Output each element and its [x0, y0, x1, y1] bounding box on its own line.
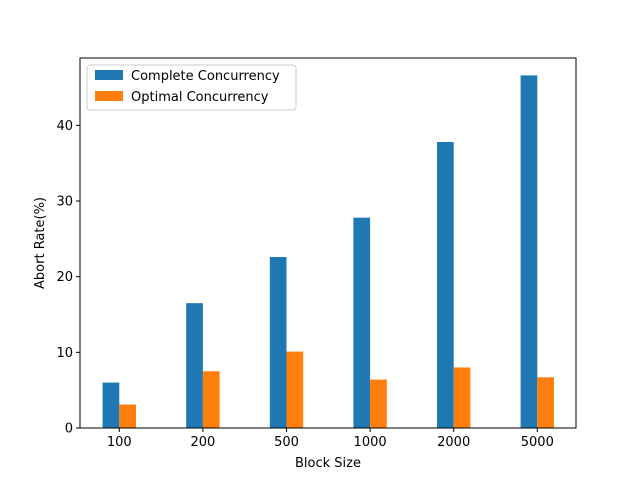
bar-complete-1000 [353, 217, 371, 428]
legend-swatch-optimal [95, 91, 123, 101]
bar-complete-5000 [520, 75, 538, 429]
bar-complete-2000 [437, 141, 454, 429]
bar-optimal-1000 [370, 379, 387, 428]
y-tick-label: 0 [65, 422, 73, 437]
legend-swatch-complete [95, 70, 123, 80]
bar-optimal-2000 [453, 367, 471, 428]
x-tick-label: 1000 [354, 435, 387, 450]
x-tick-label: 200 [190, 435, 215, 450]
x-tick-label: 500 [274, 435, 299, 450]
x-axis-label: Block Size [295, 456, 361, 471]
bar-optimal-5000 [537, 377, 554, 428]
bar-complete-100 [102, 382, 120, 428]
legend: Complete Concurrency Optimal Concurrency [86, 64, 297, 111]
y-tick-label: 20 [56, 270, 73, 285]
legend-box [86, 64, 297, 111]
legend-label-complete: Complete Concurrency [131, 69, 280, 84]
bar-complete-200 [186, 303, 203, 428]
bar-complete-500 [269, 257, 287, 428]
bar-optimal-500 [286, 351, 304, 428]
y-tick-label: 10 [56, 346, 73, 361]
x-ticks: 100 200 500 1000 2000 5000 [107, 428, 554, 450]
x-tick-label: 5000 [521, 435, 554, 450]
y-ticks: 0 10 20 30 40 [56, 119, 80, 437]
y-tick-label: 40 [56, 119, 73, 134]
bars-group [102, 75, 554, 429]
bar-optimal-200 [202, 371, 220, 428]
bar-optimal-100 [119, 404, 136, 428]
y-axis-label: Abort Rate(%) [33, 197, 48, 289]
x-tick-label: 2000 [437, 435, 470, 450]
x-tick-label: 100 [107, 435, 132, 450]
y-tick-label: 30 [56, 195, 73, 210]
plot-frame [79, 57, 577, 429]
legend-label-optimal: Optimal Concurrency [131, 90, 269, 105]
